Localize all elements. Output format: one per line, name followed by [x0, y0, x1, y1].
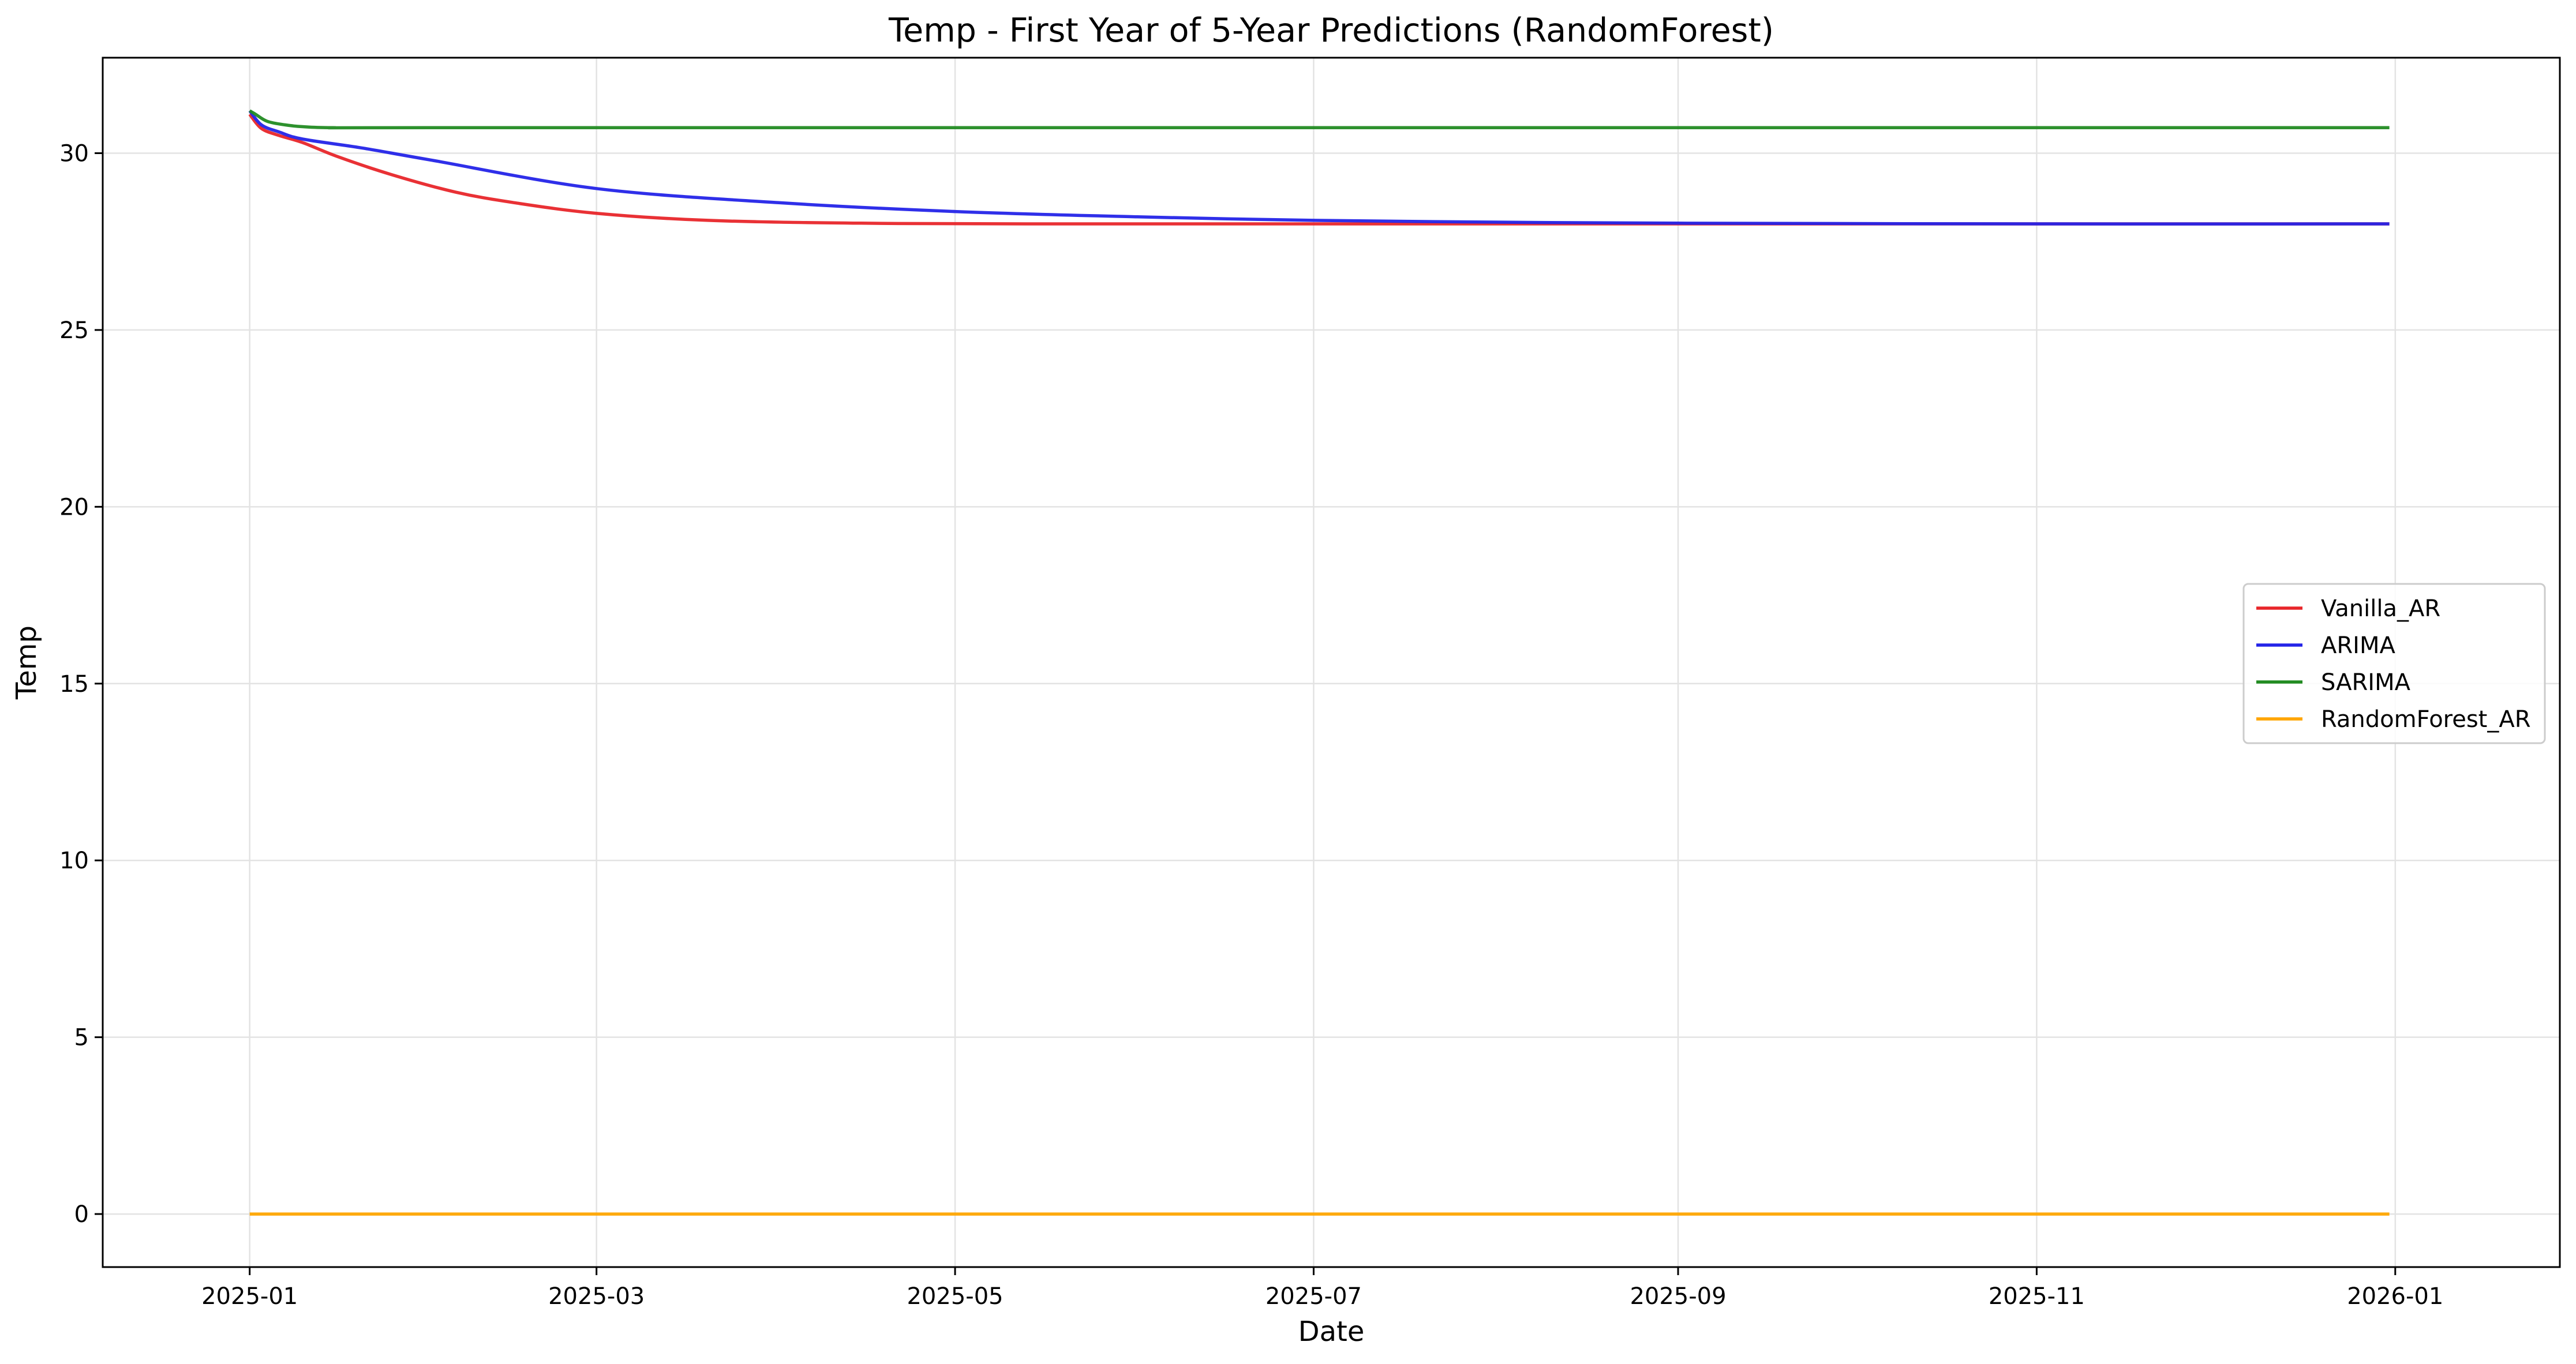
x-tick-label: 2025-07: [1265, 1283, 1362, 1310]
x-tick-label: 2025-01: [201, 1283, 298, 1310]
x-tick-label: 2026-01: [2347, 1283, 2443, 1310]
x-tick-label: 2025-03: [548, 1283, 645, 1310]
legend-label: ARIMA: [2321, 632, 2395, 659]
legend-label: Vanilla_AR: [2321, 595, 2440, 622]
y-tick-label: 0: [74, 1201, 89, 1228]
legend: Vanilla_AR ARIMA SARIMA RandomForest_AR: [2242, 583, 2546, 744]
legend-label: RandomForest_AR: [2321, 706, 2531, 733]
y-tick-label: 15: [59, 671, 89, 698]
y-tick-label: 10: [59, 848, 89, 874]
y-tick-label: 20: [59, 494, 89, 520]
ticks-layer: 0 5 10 15 20 25 30 2025-01 2025-03 2025-05 2025-07…: [59, 140, 2443, 1310]
series-line-sarima: [249, 109, 2390, 130]
plot-frame: [102, 57, 2561, 1268]
x-tick-label: 2025-11: [1989, 1283, 2085, 1310]
y-axis-label: Temp: [10, 625, 43, 700]
legend-box: [2242, 583, 2546, 744]
y-tick-label: 25: [59, 317, 89, 344]
y-tick-label: 5: [74, 1025, 89, 1051]
series-layer: [248, 109, 2390, 1216]
legend-label: SARIMA: [2321, 669, 2411, 696]
x-tick-label: 2025-05: [907, 1283, 1003, 1310]
x-tick-label: 2025-09: [1630, 1283, 1726, 1310]
series-line-arima: [248, 110, 2390, 226]
chart-title: Temp - First Year of 5-Year Predictions …: [888, 12, 1774, 50]
y-tick-label: 30: [59, 140, 89, 167]
x-axis-label: Date: [1298, 1316, 1365, 1348]
